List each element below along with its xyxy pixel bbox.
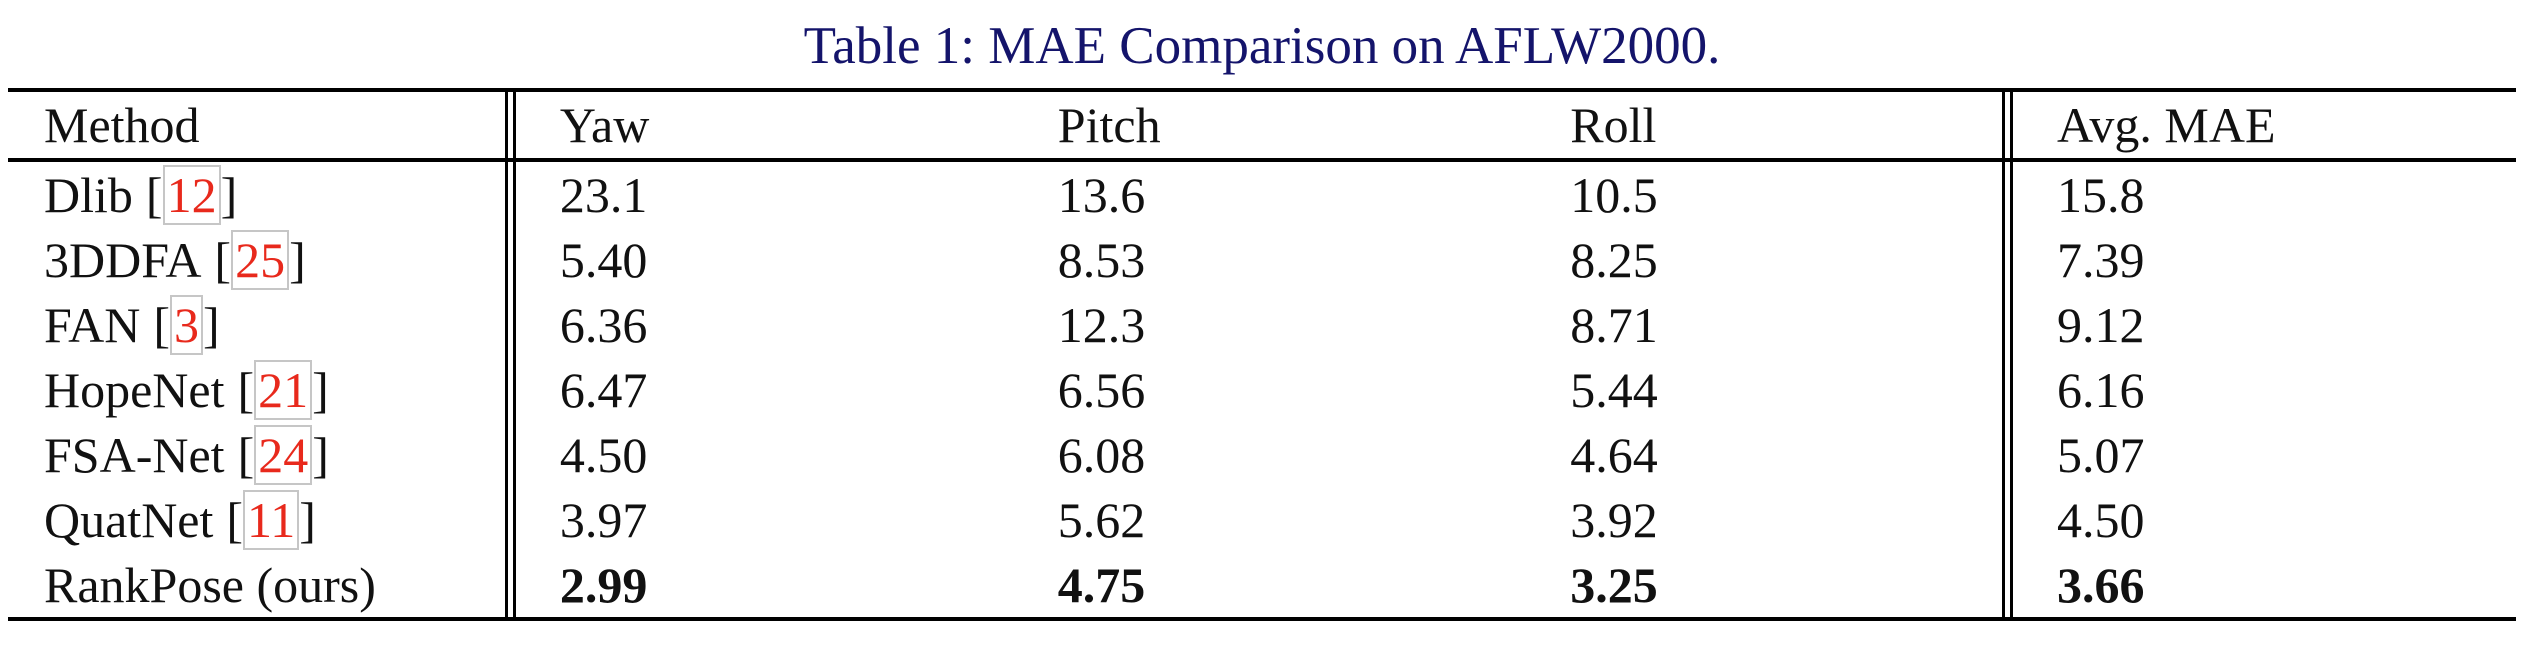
double-rule-separator <box>504 422 516 487</box>
citation: [24] <box>237 424 329 485</box>
pitch-value-cell: 8.53 <box>1057 231 1146 288</box>
roll-value-cell: 5.44 <box>1570 361 1658 418</box>
method-name: RankPose (ours) <box>44 556 376 613</box>
citation-link[interactable]: 12 <box>162 164 221 225</box>
column-header-pitch: Pitch <box>1057 97 1161 153</box>
method-name: HopeNet <box>44 361 225 418</box>
double-rule-separator <box>2001 422 2014 487</box>
column-header-yaw: Yaw <box>559 97 650 153</box>
citation-close-bracket: ] <box>202 296 220 353</box>
method-cell: FSA-Net [24] <box>8 422 506 487</box>
double-rule-separator <box>2001 292 2014 357</box>
avg-mae-value-cell: 6.16 <box>2057 361 2145 418</box>
header-row: Method Yaw Pitch Roll Avg. MAE <box>8 90 2516 160</box>
citation: [21] <box>237 359 329 420</box>
citation-link[interactable]: 25 <box>231 229 290 290</box>
method-cell: 3DDFA [25] <box>8 227 506 292</box>
table-body: Dlib [12] 23.1 13.6 10.5 15.8 3DDFA [25] 5… <box>8 160 2516 619</box>
double-rule-separator <box>2001 552 2014 619</box>
pitch-value-cell: 6.56 <box>1057 361 1146 418</box>
yaw-value-cell: 6.36 <box>559 296 648 353</box>
yaw-value-cell: 5.40 <box>559 231 648 288</box>
double-rule-separator <box>504 487 516 552</box>
yaw-value-cell: 4.50 <box>559 426 648 483</box>
method-cell: FAN [3] <box>8 292 506 357</box>
column-header-avg-mae: Avg. MAE <box>2057 97 2276 153</box>
double-rule-separator <box>504 90 516 160</box>
avg-mae-value-cell: 15.8 <box>2057 166 2145 223</box>
citation: [11] <box>226 489 316 550</box>
roll-value-cell: 8.25 <box>1570 231 1658 288</box>
avg-mae-value-cell: 7.39 <box>2057 231 2145 288</box>
citation: [12] <box>145 164 238 225</box>
method-name: Dlib <box>44 166 133 223</box>
pitch-value-cell: 6.08 <box>1057 426 1146 483</box>
table-row: HopeNet [21] 6.47 6.56 5.44 6.16 <box>8 357 2516 422</box>
table-row: FAN [3] 6.36 12.3 8.71 9.12 <box>8 292 2516 357</box>
citation-close-bracket: ] <box>312 361 329 418</box>
method-cell: QuatNet [11] <box>8 487 506 552</box>
double-rule-separator <box>2001 160 2014 227</box>
yaw-value-cell: 23.1 <box>559 166 648 223</box>
double-rule-separator <box>2001 90 2014 160</box>
citation-open-bracket: [ <box>237 361 255 418</box>
citation-open-bracket: [ <box>226 491 244 548</box>
roll-value-cell: 4.64 <box>1570 426 1658 483</box>
citation-link[interactable]: 24 <box>254 424 313 485</box>
avg-mae-value-cell: 4.50 <box>2057 491 2145 548</box>
citation-link[interactable]: 3 <box>169 294 203 355</box>
citation: [25] <box>214 229 306 290</box>
roll-value-cell: 10.5 <box>1570 166 1658 223</box>
double-rule-separator <box>2001 357 2014 422</box>
yaw-value-cell: 2.99 <box>559 556 648 613</box>
pitch-value-cell: 13.6 <box>1057 166 1146 223</box>
yaw-value-cell: 3.97 <box>559 491 648 548</box>
column-header-roll: Roll <box>1570 97 1657 153</box>
citation-link[interactable]: 11 <box>243 489 300 550</box>
citation-open-bracket: [ <box>214 231 232 288</box>
yaw-value-cell: 6.47 <box>559 361 648 418</box>
avg-mae-value-cell: 5.07 <box>2057 426 2145 483</box>
double-rule-separator <box>504 357 516 422</box>
citation-link[interactable]: 21 <box>254 359 313 420</box>
table-header: Method Yaw Pitch Roll Avg. MAE <box>8 90 2516 160</box>
double-rule-separator <box>504 227 516 292</box>
method-name: FSA-Net <box>44 426 225 483</box>
table-row: QuatNet [11] 3.97 5.62 3.92 4.50 <box>8 487 2516 552</box>
citation: [3] <box>153 294 220 355</box>
mae-comparison-table: Method Yaw Pitch Roll Avg. MAE Dlib [12] … <box>8 88 2516 621</box>
citation-open-bracket: [ <box>237 426 255 483</box>
method-cell: Dlib [12] <box>8 160 506 227</box>
method-name: FAN <box>44 296 141 353</box>
citation-close-bracket: ] <box>289 231 306 288</box>
citation-open-bracket: [ <box>145 166 163 223</box>
double-rule-separator <box>2001 487 2014 552</box>
avg-mae-value-cell: 3.66 <box>2057 556 2145 613</box>
table-row: 3DDFA [25] 5.40 8.53 8.25 7.39 <box>8 227 2516 292</box>
double-rule-separator <box>504 552 516 619</box>
double-rule-separator <box>2001 227 2014 292</box>
roll-value-cell: 3.25 <box>1570 556 1658 613</box>
method-cell: HopeNet [21] <box>8 357 506 422</box>
double-rule-separator <box>504 160 516 227</box>
table-row: FSA-Net [24] 4.50 6.08 4.64 5.07 <box>8 422 2516 487</box>
double-rule-separator <box>504 292 516 357</box>
citation-close-bracket: ] <box>299 491 316 548</box>
roll-value-cell: 3.92 <box>1570 491 1658 548</box>
table-row: RankPose (ours) 2.99 4.75 3.25 3.66 <box>8 552 2516 619</box>
method-name: QuatNet <box>44 491 214 548</box>
roll-value-cell: 8.71 <box>1570 296 1658 353</box>
pitch-value-cell: 12.3 <box>1057 296 1146 353</box>
table-row: Dlib [12] 23.1 13.6 10.5 15.8 <box>8 160 2516 227</box>
citation-close-bracket: ] <box>220 166 238 223</box>
citation-open-bracket: [ <box>153 296 170 353</box>
table-caption: Table 1: MAE Comparison on AFLW2000. <box>803 17 1721 75</box>
pitch-value-cell: 5.62 <box>1057 491 1146 548</box>
citation-close-bracket: ] <box>312 426 329 483</box>
pitch-value-cell: 4.75 <box>1057 556 1146 613</box>
method-cell: RankPose (ours) <box>8 552 506 619</box>
avg-mae-value-cell: 9.12 <box>2057 296 2145 353</box>
method-name: 3DDFA <box>44 231 202 288</box>
column-header-method: Method <box>44 97 200 153</box>
